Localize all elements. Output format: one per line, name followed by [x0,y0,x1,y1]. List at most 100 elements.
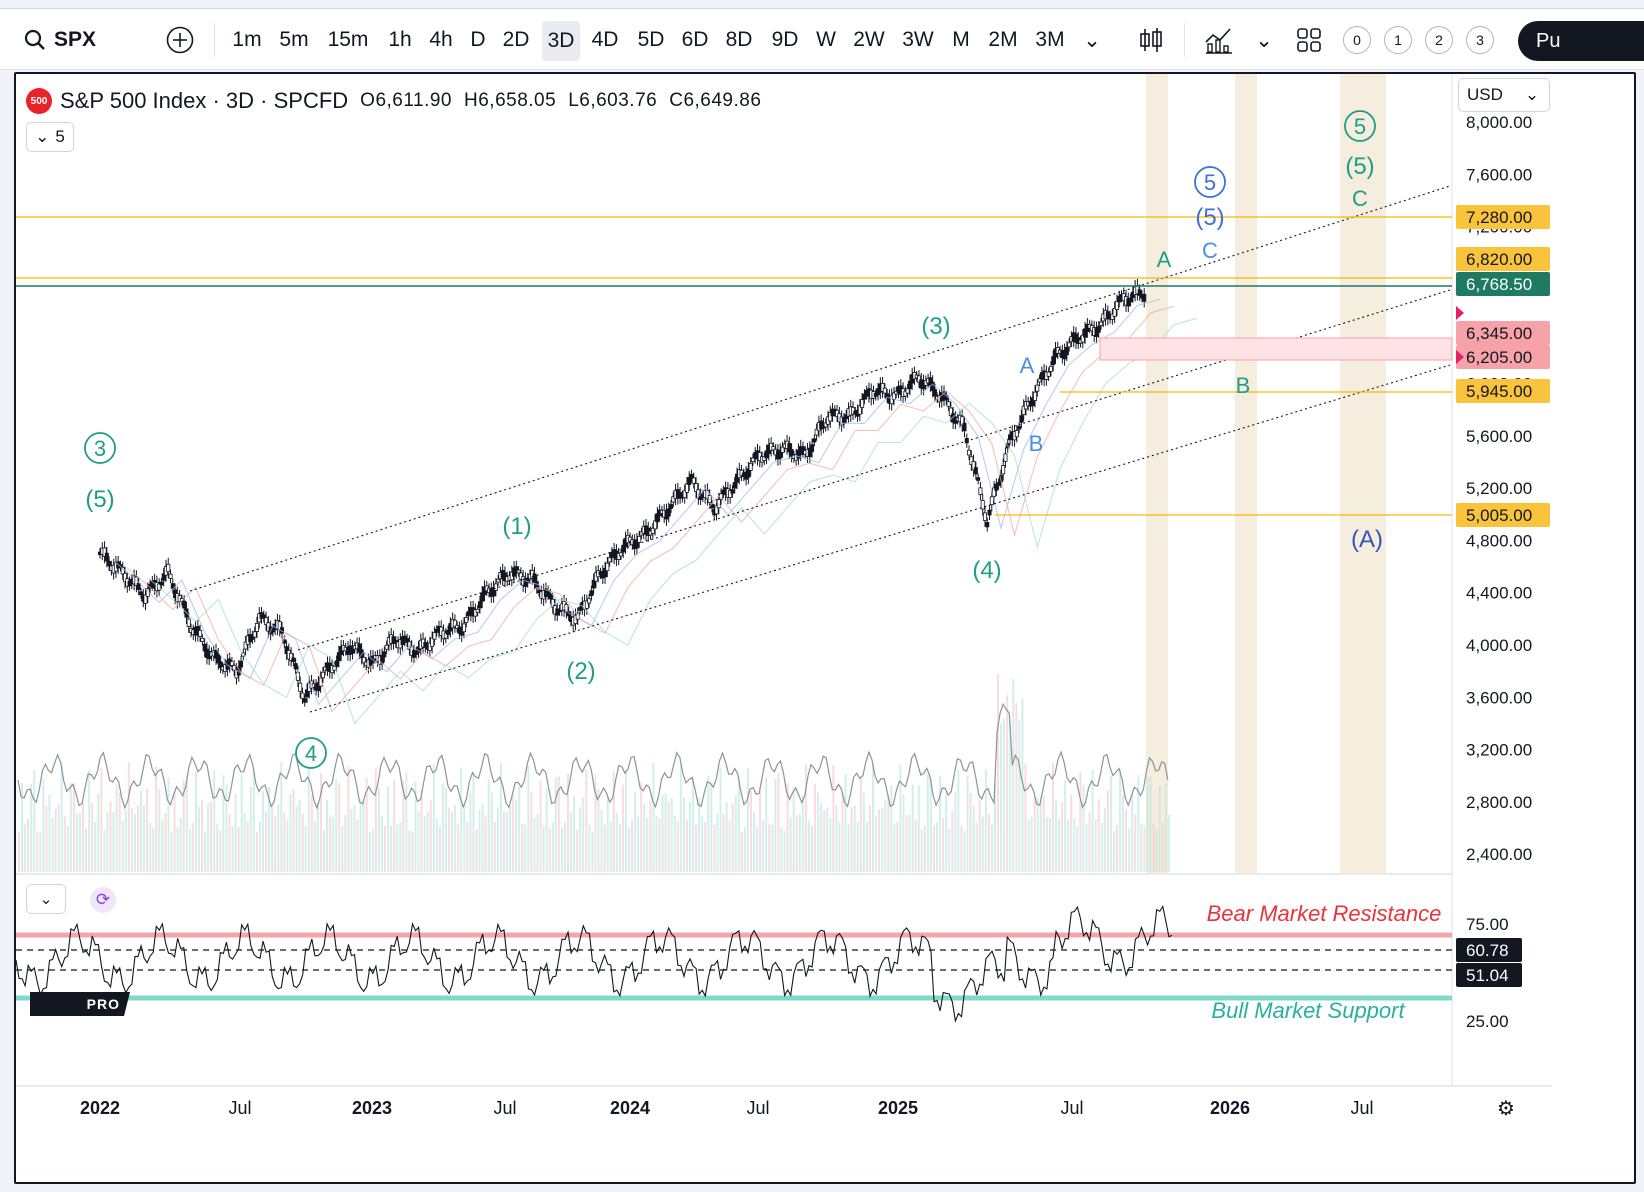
layout-slot-3[interactable]: 3 [1466,26,1494,54]
volume-bar [472,771,475,872]
currency-select[interactable]: USD ⌄ [1458,78,1550,112]
indicators-dropdown[interactable]: ⌄ [1252,9,1276,71]
volume-bar [533,818,536,872]
volume-bar [1009,722,1012,872]
volume-bar [1103,807,1106,872]
volume-bar [621,784,624,872]
layout-slot-2[interactable]: 2 [1425,26,1453,54]
refresh-icon[interactable]: ⟳ [90,887,116,913]
volume-bar [252,768,255,872]
timeframe-4D[interactable]: 4D [591,28,619,51]
volume-bar [100,768,103,872]
wave-label-B-blue: B [1029,431,1044,456]
volume-bar [649,801,652,872]
candle-body [857,405,862,415]
volume-bar [353,805,356,872]
time-cycle-band [1340,74,1386,874]
timeframe-1m[interactable]: 1m [232,28,262,51]
legend-title[interactable]: S&P 500 Index · 3D · SPCFD [60,88,349,113]
candle-body [1080,334,1085,343]
indicators-button[interactable] [1202,9,1236,71]
volume-bar [716,813,719,872]
timeframe-2W[interactable]: 2W [853,28,885,51]
timeframe-9D[interactable]: 9D [771,28,799,51]
timeframe-6D[interactable]: 6D [681,28,709,51]
volume-bar [750,790,752,872]
volume-bar [222,775,225,872]
volume-bar [765,777,768,872]
wave-label-C-green: C [1352,186,1368,211]
volume-bar [1079,772,1082,872]
chart-type-button[interactable] [1136,9,1166,71]
time-tick: 2024 [610,1098,650,1118]
timeframe-5D[interactable]: 5D [637,28,665,51]
rsi-value-1: 60.78 [1466,941,1509,960]
volume-bar [884,800,887,872]
rsi-collapse-button[interactable]: ⌄ [26,884,66,914]
volume-bar [323,830,325,872]
chevron-down-icon: ⌄ [1083,28,1101,52]
volume-bar [588,824,591,872]
timeframe-D[interactable]: D [470,28,486,51]
candle-body [284,646,289,655]
trend-channel-line [189,185,1451,592]
volume-bar [1116,825,1118,872]
volume-bar [338,783,341,872]
candle-body [446,629,451,636]
volume-bar [1112,831,1115,872]
price-label-bg [1456,272,1550,296]
timeframe-4h[interactable]: 4h [429,28,453,51]
volume-bar [27,819,30,872]
timeframe-5m[interactable]: 5m [279,28,309,51]
candle-body [532,573,537,583]
timeframe-2D[interactable]: 2D [502,28,530,51]
candle-body [432,632,437,640]
volume-bar [1167,814,1170,872]
volume-bar [201,799,203,872]
volume-bar [124,809,127,872]
candle-body [1126,298,1131,307]
chevron-down-icon: ⌄ [35,127,50,146]
volume-bar [176,827,179,872]
candle-body [882,387,887,394]
compare-button[interactable] [164,9,196,71]
volume-bar [743,826,746,872]
timeframe-dropdown[interactable]: ⌄ [1080,9,1104,71]
legend-close: C6,649.86 [669,90,762,111]
volume-bar [405,771,408,872]
volume-bar [896,821,899,872]
timeframe-8D[interactable]: 8D [725,28,753,51]
volume-bar [33,770,36,872]
rsi-value-bg [1456,963,1522,987]
volume-bar [54,808,57,872]
volume-bar [570,812,573,872]
symbol-search[interactable]: SPX [20,9,100,71]
wave-circle-5-blue: 5 [1204,170,1216,195]
timeframe-1h[interactable]: 1h [388,28,412,51]
candle-body [762,456,767,461]
candle-body [967,449,972,456]
price-level-label: 6,768.50 [1466,275,1532,294]
indicators-collapse-button[interactable]: ⌄ 5 [26,122,74,152]
volume-bar [1006,695,1009,872]
timeframe-M[interactable]: M [952,28,970,51]
layout-slot-1[interactable]: 1 [1384,26,1412,54]
candle-body [587,598,592,604]
timeframe-2M[interactable]: 2M [988,28,1018,51]
timeframe-3D[interactable]: 3D [542,21,580,61]
publish-button[interactable]: Pu [1518,21,1644,61]
timeframe-3M[interactable]: 3M [1035,28,1065,51]
volume-bar [173,790,176,872]
settings-gear-icon[interactable]: ⚙ [1497,1097,1515,1120]
timeframe-15m[interactable]: 15m [327,28,369,51]
candle-body [1128,297,1133,303]
volume-bar [396,824,399,872]
timeframe-W[interactable]: W [816,28,836,51]
candle-body [810,444,815,452]
layout-button[interactable] [1294,9,1324,71]
layout-slot-0[interactable]: 0 [1343,26,1371,54]
rsi-value-bg [1456,938,1522,962]
volume-bar [149,822,152,872]
timeframe-3W[interactable]: 3W [902,28,934,51]
